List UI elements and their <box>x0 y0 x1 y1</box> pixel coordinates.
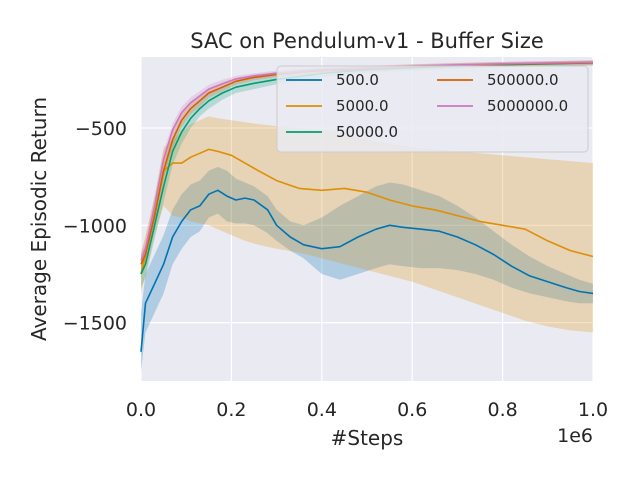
x-axis-label: #Steps <box>331 426 404 450</box>
x-tick-label: 0.4 <box>307 399 337 421</box>
line-series-5000.0 <box>140 148 594 275</box>
y-tick-label: −1500 <box>63 313 127 335</box>
band-series-5000.0 <box>141 116 593 333</box>
band-series-500.0 <box>141 166 593 372</box>
x-tick-label: 1.0 <box>578 399 608 421</box>
x-tick-labels: 0.0 0.2 0.4 0.6 0.8 1.0 <box>126 399 608 421</box>
y-axis-label: Average Episodic Return <box>27 97 51 341</box>
legend-label: 5000.0 <box>336 97 389 115</box>
x-tick-label: 0.6 <box>397 399 427 421</box>
x-axis-multiplier: 1e6 <box>557 425 593 447</box>
line-series-5000000.0 <box>140 61 594 261</box>
confidence-bands <box>141 60 593 372</box>
y-tick-label: −500 <box>75 118 127 140</box>
y-tick-label: −1000 <box>63 215 127 237</box>
legend-label: 5000000.0 <box>487 97 568 115</box>
legend-label: 50000.0 <box>336 123 398 141</box>
legend: 500.0 5000.0 50000.0 500000.0 5000000.0 <box>276 65 589 153</box>
line-series-500.0 <box>140 189 594 352</box>
legend-box <box>276 65 589 153</box>
legend-label: 500000.0 <box>487 71 559 89</box>
x-tick-label: 0.8 <box>487 399 517 421</box>
x-tick-label: 0.0 <box>126 399 156 421</box>
x-tick-label: 0.2 <box>216 399 246 421</box>
chart-title: SAC on Pendulum-v1 - Buffer Size <box>190 29 544 53</box>
y-tick-labels: −500 −1000 −1500 <box>63 118 127 335</box>
legend-label: 500.0 <box>336 71 379 89</box>
